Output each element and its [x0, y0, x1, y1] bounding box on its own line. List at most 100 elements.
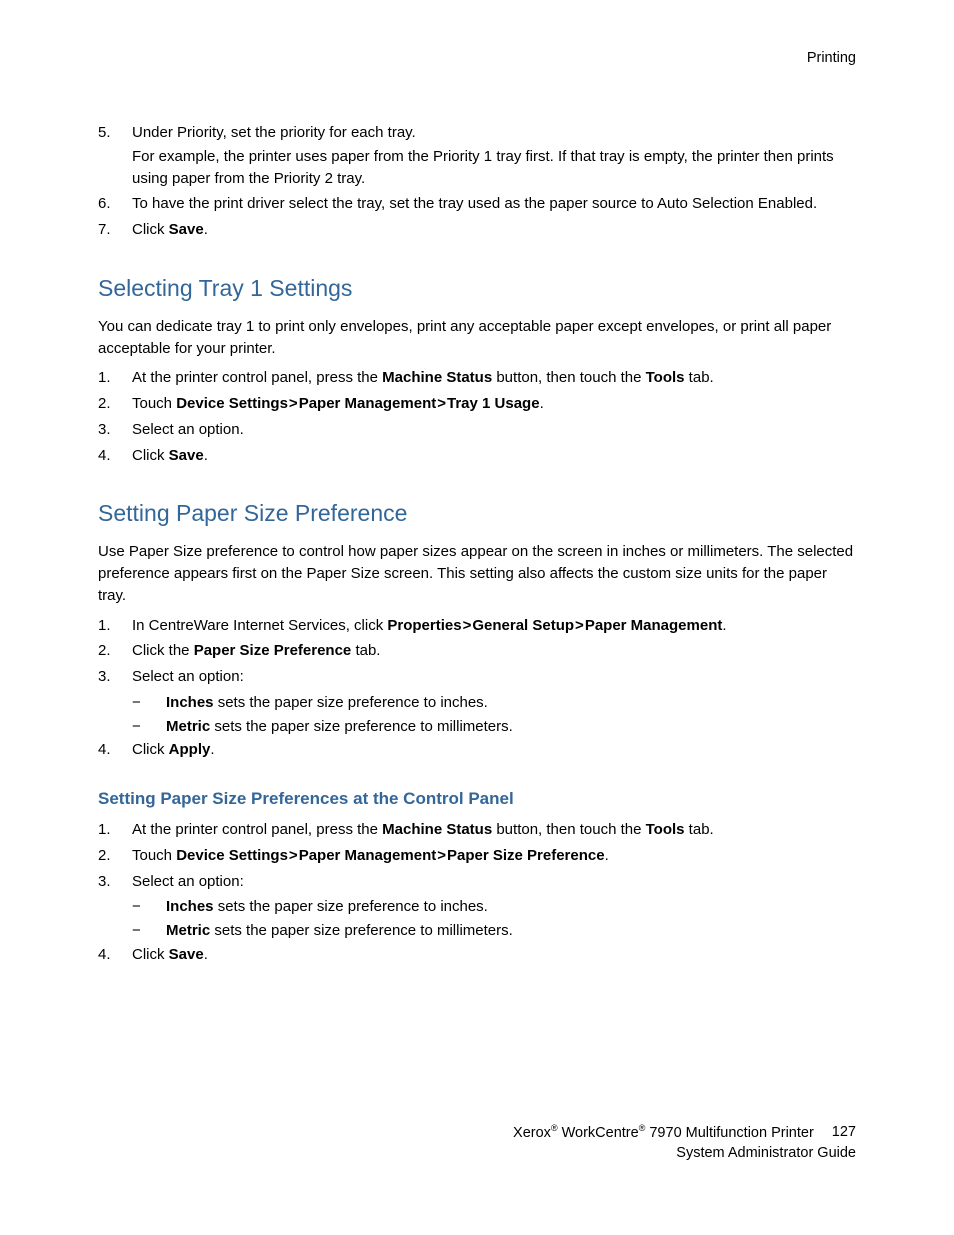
list-item: 3. Select an option. — [98, 419, 856, 441]
list-item: 3. Select an option: — [98, 871, 856, 893]
chevron-separator: > — [436, 847, 447, 864]
footer-product: Xerox® WorkCentre® 7970 Multifunction Pr… — [513, 1122, 814, 1143]
list-number: 7. — [98, 219, 132, 241]
sub-body: Inches sets the paper size preference to… — [166, 692, 488, 714]
text: Touch — [132, 847, 176, 864]
chevron-separator: > — [574, 617, 585, 634]
list-number: 2. — [98, 845, 132, 867]
list-body: In CentreWare Internet Services, click P… — [132, 615, 856, 637]
text: Click — [132, 221, 169, 238]
bold-text: Tools — [646, 369, 685, 386]
list-item: 5. Under Priority, set the priority for … — [98, 122, 856, 189]
text: . — [204, 946, 208, 963]
footer-line2: System Administrator Guide — [513, 1143, 856, 1163]
text: sets the paper size preference to millim… — [210, 718, 513, 735]
list-body: Click Save. — [132, 944, 856, 966]
text: Touch — [132, 395, 176, 412]
list-body: At the printer control panel, press the … — [132, 819, 856, 841]
bold-text: Tools — [646, 821, 685, 838]
list-item: 2. Touch Device Settings>Paper Managemen… — [98, 845, 856, 867]
list-number: 3. — [98, 666, 132, 688]
bold-text: Apply — [169, 741, 211, 758]
registered-icon: ® — [551, 1123, 558, 1133]
list-item: 1. At the printer control panel, press t… — [98, 819, 856, 841]
dash-bullet: − — [132, 896, 166, 918]
bold-text: Paper Management — [299, 395, 437, 412]
bold-text: Paper Management — [585, 617, 723, 634]
footer-brand2b: WorkCentre — [558, 1124, 639, 1140]
bold-text: Metric — [166, 718, 210, 735]
footer-model: 7970 Multifunction Printer — [645, 1124, 813, 1140]
list-item: 4. Click Save. — [98, 944, 856, 966]
list-item: 6. To have the print driver select the t… — [98, 193, 856, 215]
bold-text: Inches — [166, 694, 214, 711]
text: Click — [132, 447, 169, 464]
list-number: 1. — [98, 367, 132, 389]
list-item: 1. In CentreWare Internet Services, clic… — [98, 615, 856, 637]
bold-text: Tray 1 Usage — [447, 395, 540, 412]
list-number: 1. — [98, 819, 132, 841]
bold-text: Paper Management — [299, 847, 437, 864]
text: tab. — [685, 369, 714, 386]
dash-bullet: − — [132, 692, 166, 714]
sub-body: Metric sets the paper size preference to… — [166, 920, 513, 942]
text: . — [204, 221, 208, 238]
list-body: Click the Paper Size Preference tab. — [132, 640, 856, 662]
list-item: 2. Click the Paper Size Preference tab. — [98, 640, 856, 662]
text: sets the paper size preference to inches… — [214, 694, 488, 711]
dash-bullet: − — [132, 920, 166, 942]
list-body: Under Priority, set the priority for eac… — [132, 122, 856, 189]
bold-text: Paper Size Preference — [194, 642, 352, 659]
chevron-separator: > — [288, 395, 299, 412]
paragraph: You can dedicate tray 1 to print only en… — [98, 316, 856, 360]
list-item: 4. Click Apply. — [98, 739, 856, 761]
text: . — [204, 447, 208, 464]
sub-list-item: − Inches sets the paper size preference … — [132, 692, 856, 714]
bold-text: Properties — [387, 617, 461, 634]
list-body: Touch Device Settings>Paper Management>T… — [132, 393, 856, 415]
bold-text: Save — [169, 447, 204, 464]
page-header-section: Printing — [98, 50, 856, 66]
sub-body: Inches sets the paper size preference to… — [166, 896, 488, 918]
bold-text: Paper Size Preference — [447, 847, 605, 864]
paragraph: Use Paper Size preference to control how… — [98, 541, 856, 606]
page-number: 127 — [832, 1122, 856, 1142]
list-number: 2. — [98, 640, 132, 662]
list-number: 3. — [98, 871, 132, 893]
text: Click — [132, 741, 169, 758]
list-item: 4. Click Save. — [98, 445, 856, 467]
bold-text: Inches — [166, 898, 214, 915]
text: Under Priority, set the priority for eac… — [132, 124, 416, 141]
list-subtext: For example, the printer uses paper from… — [132, 146, 856, 190]
text: tab. — [685, 821, 714, 838]
page-footer: Xerox® WorkCentre® 7970 Multifunction Pr… — [513, 1122, 856, 1163]
list-body: Select an option: — [132, 666, 856, 688]
text: . — [210, 741, 214, 758]
bold-text: Machine Status — [382, 369, 492, 386]
list-number: 4. — [98, 445, 132, 467]
list-number: 2. — [98, 393, 132, 415]
text: In CentreWare Internet Services, click — [132, 617, 387, 634]
dash-bullet: − — [132, 716, 166, 738]
list-body: At the printer control panel, press the … — [132, 367, 856, 389]
list-body: To have the print driver select the tray… — [132, 193, 856, 215]
bold-text: General Setup — [472, 617, 574, 634]
heading-tray1-settings: Selecting Tray 1 Settings — [98, 275, 856, 302]
bold-text: Save — [169, 946, 204, 963]
text: . — [722, 617, 726, 634]
list-body: Click Save. — [132, 219, 856, 241]
text: tab. — [351, 642, 380, 659]
list-item: 7. Click Save. — [98, 219, 856, 241]
chevron-separator: > — [462, 617, 473, 634]
footer-brand1: Xerox — [513, 1124, 551, 1140]
list-item: 3. Select an option: — [98, 666, 856, 688]
text: Click the — [132, 642, 194, 659]
text: button, then touch the — [492, 369, 645, 386]
list-number: 6. — [98, 193, 132, 215]
sub-list-item: − Metric sets the paper size preference … — [132, 920, 856, 942]
text: sets the paper size preference to millim… — [210, 922, 513, 939]
list-body: Touch Device Settings>Paper Management>P… — [132, 845, 856, 867]
list-body: Select an option: — [132, 871, 856, 893]
list-item: 2. Touch Device Settings>Paper Managemen… — [98, 393, 856, 415]
text: . — [605, 847, 609, 864]
